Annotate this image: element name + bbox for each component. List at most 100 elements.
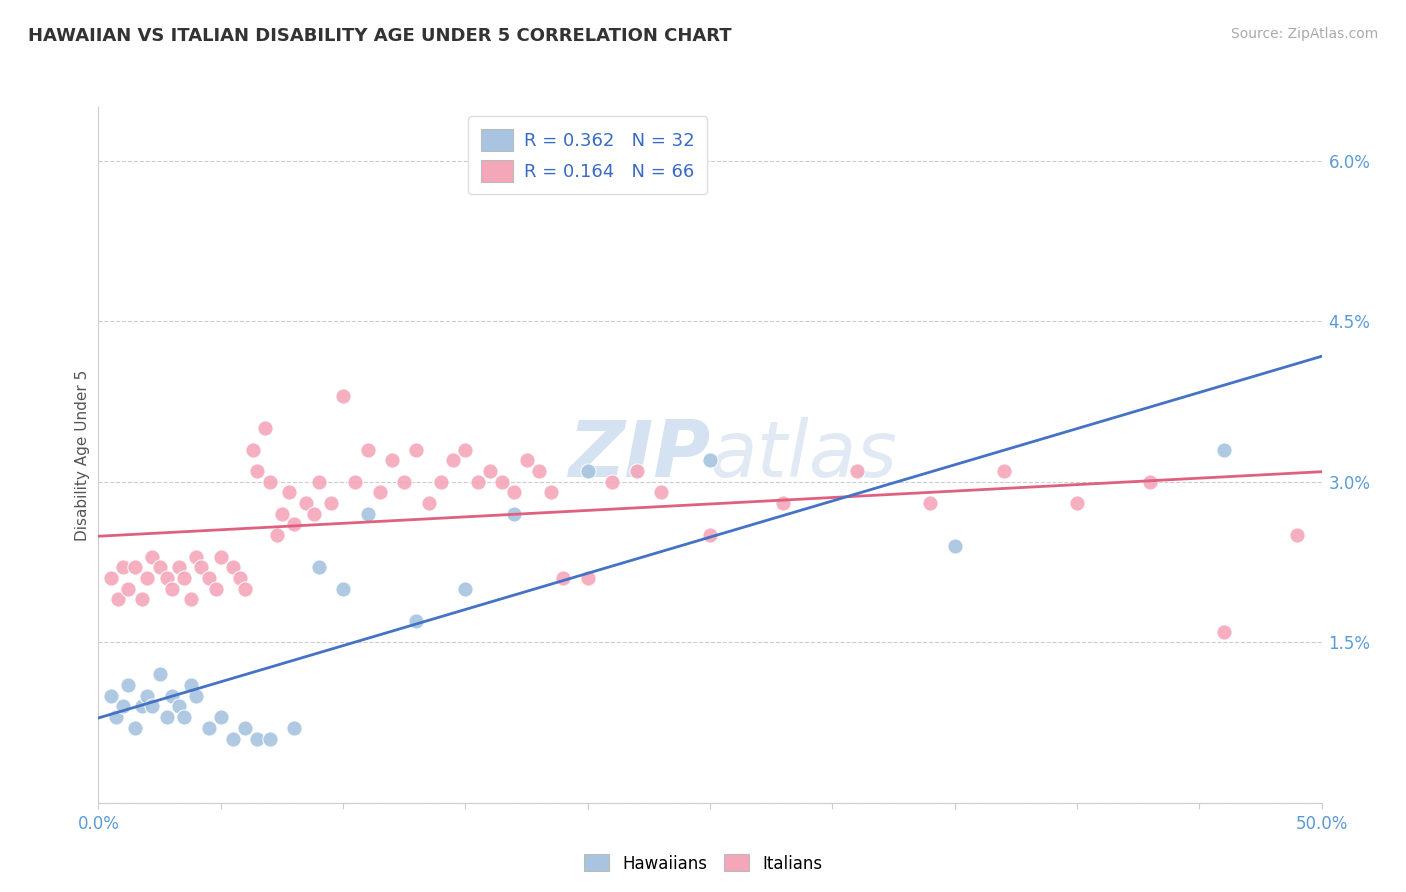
Point — [233, 721, 256, 735]
Point — [246, 464, 269, 478]
Point — [381, 453, 404, 467]
Point — [100, 571, 122, 585]
Point — [167, 699, 190, 714]
Point — [356, 507, 378, 521]
Point — [222, 560, 245, 574]
Point — [308, 475, 330, 489]
Point — [197, 571, 219, 585]
Point — [156, 710, 179, 724]
Point — [141, 699, 163, 714]
Point — [149, 560, 172, 574]
Point — [650, 485, 672, 500]
Point — [344, 475, 367, 489]
Point — [527, 464, 550, 478]
Point — [173, 571, 195, 585]
Point — [845, 464, 868, 478]
Point — [920, 496, 942, 510]
Point — [1212, 442, 1234, 457]
Point — [515, 453, 537, 467]
Point — [180, 678, 202, 692]
Point — [356, 442, 378, 457]
Point — [467, 475, 489, 489]
Point — [131, 699, 153, 714]
Point — [209, 710, 232, 724]
Point — [540, 485, 562, 500]
Point — [553, 571, 575, 585]
Point — [454, 442, 477, 457]
Point — [772, 496, 794, 510]
Point — [283, 721, 305, 735]
Point — [1066, 496, 1088, 510]
Point — [430, 475, 453, 489]
Point — [124, 560, 146, 574]
Point — [190, 560, 212, 574]
Point — [283, 517, 305, 532]
Text: Source: ZipAtlas.com: Source: ZipAtlas.com — [1230, 27, 1378, 41]
Point — [270, 507, 294, 521]
Point — [308, 560, 330, 574]
Point — [503, 507, 526, 521]
Point — [368, 485, 391, 500]
Point — [259, 731, 281, 746]
Text: atlas: atlas — [710, 417, 898, 493]
Point — [392, 475, 416, 489]
Point — [222, 731, 245, 746]
Point — [141, 549, 163, 564]
Point — [156, 571, 179, 585]
Point — [295, 496, 318, 510]
Point — [205, 582, 228, 596]
Point — [626, 464, 648, 478]
Point — [332, 389, 354, 403]
Point — [100, 689, 122, 703]
Point — [233, 582, 256, 596]
Point — [186, 549, 208, 564]
Point — [1212, 624, 1234, 639]
Point — [117, 678, 139, 692]
Point — [136, 689, 159, 703]
Point — [259, 475, 281, 489]
Point — [699, 453, 721, 467]
Y-axis label: Disability Age Under 5: Disability Age Under 5 — [75, 369, 90, 541]
Point — [278, 485, 301, 500]
Point — [319, 496, 342, 510]
Point — [503, 485, 526, 500]
Point — [993, 464, 1015, 478]
Point — [1286, 528, 1309, 542]
Point — [246, 731, 269, 746]
Point — [167, 560, 190, 574]
Point — [173, 710, 195, 724]
Point — [197, 721, 219, 735]
Text: ZIP: ZIP — [568, 417, 710, 493]
Point — [576, 464, 599, 478]
Point — [111, 699, 134, 714]
Point — [111, 560, 134, 574]
Legend: Hawaiians, Italians: Hawaiians, Italians — [576, 847, 830, 880]
Point — [186, 689, 208, 703]
Point — [104, 710, 127, 724]
Legend: R = 0.362   N = 32, R = 0.164   N = 66: R = 0.362 N = 32, R = 0.164 N = 66 — [468, 116, 707, 194]
Point — [491, 475, 513, 489]
Point — [405, 614, 427, 628]
Point — [600, 475, 623, 489]
Point — [253, 421, 276, 435]
Point — [1139, 475, 1161, 489]
Point — [209, 549, 232, 564]
Point — [478, 464, 501, 478]
Point — [418, 496, 440, 510]
Point — [160, 582, 183, 596]
Point — [441, 453, 464, 467]
Point — [699, 528, 721, 542]
Point — [160, 689, 183, 703]
Text: HAWAIIAN VS ITALIAN DISABILITY AGE UNDER 5 CORRELATION CHART: HAWAIIAN VS ITALIAN DISABILITY AGE UNDER… — [28, 27, 731, 45]
Point — [332, 582, 354, 596]
Point — [136, 571, 159, 585]
Point — [117, 582, 139, 596]
Point — [943, 539, 966, 553]
Point — [302, 507, 325, 521]
Point — [149, 667, 172, 681]
Point — [131, 592, 153, 607]
Point — [107, 592, 129, 607]
Point — [180, 592, 202, 607]
Point — [576, 571, 599, 585]
Point — [124, 721, 146, 735]
